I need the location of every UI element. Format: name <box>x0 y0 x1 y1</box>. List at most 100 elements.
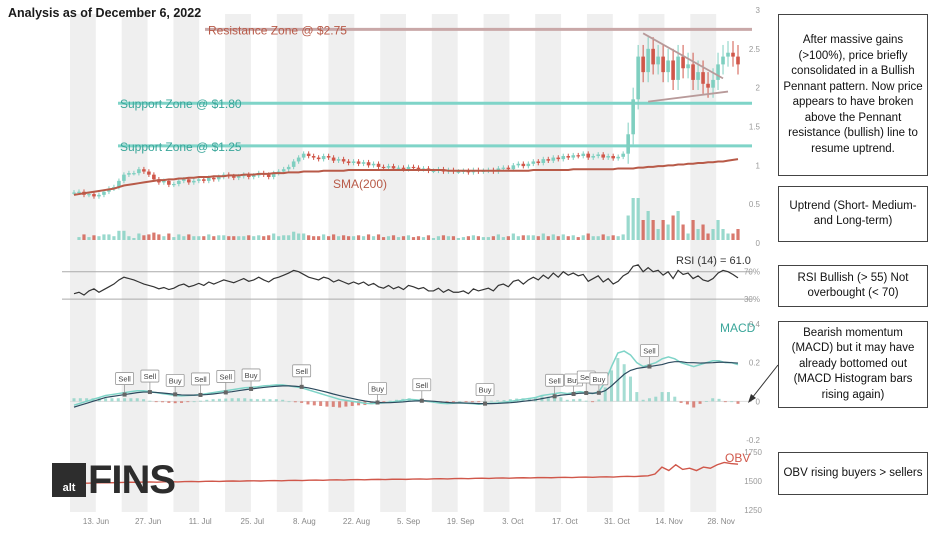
macd-signal-label: Sell <box>643 347 656 356</box>
candle-body <box>731 52 735 57</box>
volume-bar <box>351 236 356 240</box>
macd-histogram-bar <box>666 392 670 402</box>
volume-bar <box>322 234 326 240</box>
candle-body <box>376 163 381 167</box>
candle-body <box>167 180 171 185</box>
volume-bar <box>466 236 471 240</box>
volume-bar <box>177 234 181 240</box>
macd-histogram-bar <box>546 396 550 402</box>
macd-histogram-bar <box>300 401 304 403</box>
macd-signal-label: Sell <box>548 376 561 385</box>
macd-signal-box <box>368 382 387 395</box>
macd-histogram-bar <box>591 401 595 403</box>
candle-body <box>291 161 296 167</box>
macd-histogram-bar <box>274 399 278 402</box>
macd-histogram-bar <box>559 397 563 402</box>
macd-signal-line <box>73 361 739 408</box>
volume-bar <box>621 234 625 240</box>
candle-body <box>521 163 526 167</box>
macd-histogram-bar <box>698 401 702 404</box>
candle-body <box>606 156 610 158</box>
volume-bar <box>526 235 530 240</box>
x-tick-label: 13. Jun <box>83 517 109 526</box>
macd-signal-marker <box>596 390 601 395</box>
volume-bar <box>212 236 216 240</box>
candle-body <box>646 48 650 73</box>
brand-logo: alt FINS <box>52 459 176 500</box>
macd-signal-label: Sell <box>295 367 308 376</box>
volume-bar <box>451 236 456 240</box>
candle-body <box>356 161 361 164</box>
macd-signal-marker <box>249 386 254 391</box>
macd-histogram-bar <box>508 399 512 402</box>
candle-body <box>192 180 196 183</box>
macd-signal-label: Buy <box>592 375 605 384</box>
volume-bar <box>616 236 620 240</box>
macd-signal-box <box>140 369 160 383</box>
candle-body <box>77 191 81 193</box>
candle-body <box>591 156 596 158</box>
candle-body <box>666 60 670 73</box>
x-tick-label: 25. Jul <box>241 517 265 526</box>
macd-histogram-bar <box>395 399 399 402</box>
volume-bar <box>571 235 575 240</box>
volume-bar <box>726 233 730 240</box>
macd-histogram-bar <box>736 401 740 404</box>
candle-body <box>162 180 166 183</box>
volume-bar <box>396 237 401 240</box>
candle-body <box>526 163 531 167</box>
volume-bar <box>137 233 141 240</box>
macd-signal-label: Sell <box>220 372 233 381</box>
volume-bar <box>456 238 461 240</box>
volume-bar <box>531 235 535 240</box>
volume-bar <box>651 220 655 240</box>
volume-bar <box>82 234 86 240</box>
candle-body <box>251 175 256 177</box>
macd-histogram-bar <box>129 398 133 402</box>
volume-bar <box>287 235 291 240</box>
obv-tick-label: 1500 <box>744 477 762 486</box>
week-band <box>483 14 510 512</box>
volume-bar <box>192 236 196 240</box>
volume-bar <box>386 236 391 240</box>
volume-bar <box>247 235 251 240</box>
macd-histogram-bar <box>262 398 266 402</box>
macd-histogram-bar <box>116 398 120 402</box>
macd-histogram-bar <box>281 399 285 402</box>
candle-body <box>137 169 141 174</box>
macd-histogram-bar <box>338 401 342 408</box>
volume-bar <box>282 235 286 240</box>
macd-signal-box <box>115 372 134 385</box>
price-tick-label: 1.5 <box>749 123 761 132</box>
volume-bar <box>127 236 131 240</box>
candle-body <box>696 72 700 80</box>
note-rsi: RSI Bullish (> 55) Not overbought (< 70) <box>778 265 928 307</box>
candle-body <box>72 192 76 194</box>
candle-body <box>396 167 401 169</box>
candle-body <box>541 159 546 164</box>
volume-bar <box>77 237 81 240</box>
volume-bar <box>376 234 381 240</box>
macd-signal-marker <box>122 392 127 397</box>
candle-body <box>561 156 566 160</box>
macd-histogram-bar <box>154 401 158 403</box>
macd-histogram-bar <box>192 401 196 403</box>
note-uptrend: Uptrend (Short- Medium- and Long-term) <box>778 186 928 242</box>
candle-body <box>611 156 615 159</box>
candle-body <box>576 155 581 157</box>
brand-logo-prefix: alt <box>52 463 86 497</box>
candle-body <box>621 153 625 157</box>
volume-bar <box>112 236 116 240</box>
macd-histogram-bar <box>236 398 240 402</box>
macd-histogram-bar <box>704 401 708 402</box>
macd-signal-box <box>475 383 495 397</box>
candle-body <box>631 99 635 135</box>
candle-body <box>516 163 521 166</box>
macd-histogram-bar <box>161 401 165 403</box>
candle-body <box>147 171 151 175</box>
volume-bar <box>551 234 555 240</box>
macd-signal-label: Buy <box>567 376 580 385</box>
candle-body <box>381 166 386 169</box>
rsi-line <box>73 264 739 296</box>
